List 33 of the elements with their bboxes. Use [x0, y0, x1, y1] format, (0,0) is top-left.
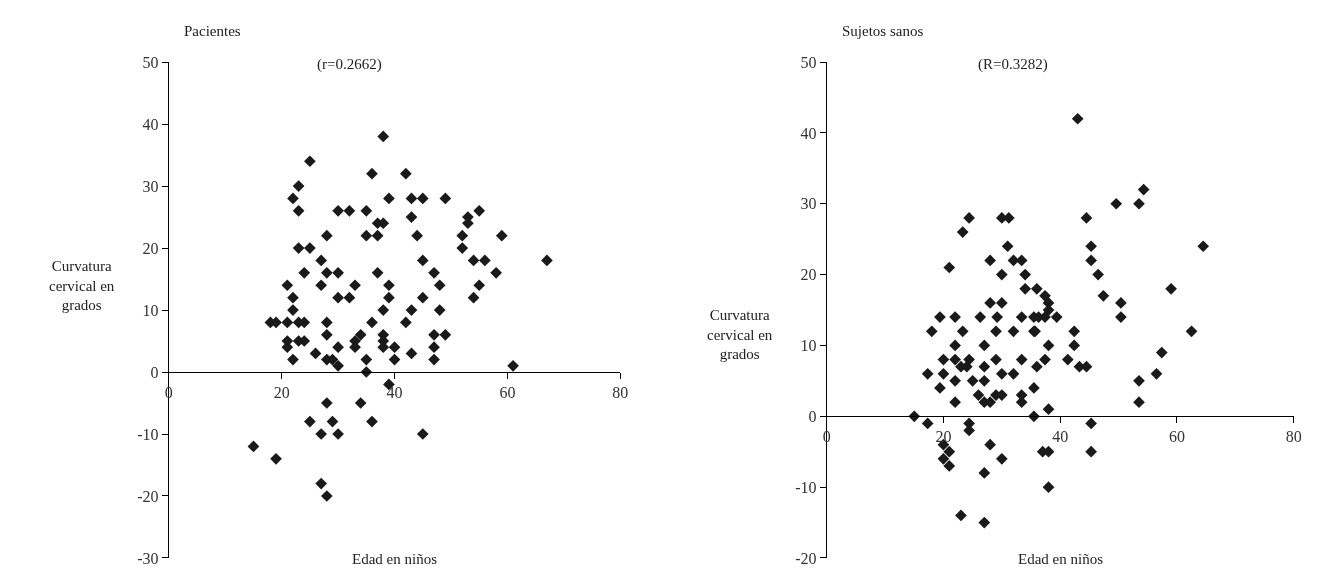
chart-title: Pacientes [184, 23, 241, 39]
y-tick-label: 10 [142, 301, 159, 319]
x-tick-label: 40 [1052, 428, 1069, 446]
y-tick-label: 50 [800, 53, 817, 71]
x-tick-label: 60 [1168, 428, 1185, 446]
x-tick-label: 40 [386, 384, 403, 402]
y-tick-label: 40 [142, 115, 159, 133]
chart-title: Sujetos sanos [842, 23, 924, 39]
x-tick-label: 80 [612, 384, 629, 402]
y-tick-label: 30 [800, 195, 817, 213]
y-tick-label: 10 [800, 337, 817, 355]
x-tick-label: 20 [273, 384, 290, 402]
y-tick-label: 0 [808, 407, 817, 425]
y-axis-title: Curvatura cervical en grados [707, 307, 773, 362]
y-tick-label: -10 [137, 425, 159, 443]
x-axis-title: Edad en niños [1018, 551, 1104, 567]
y-tick-label: -30 [137, 549, 159, 567]
x-tick-label: 60 [499, 384, 516, 402]
y-tick-label: 0 [150, 363, 159, 381]
chart-subtitle: (r=0.2662) [317, 56, 382, 73]
y-axis-title: Curvatura cervical en grados [49, 258, 115, 313]
y-tick-label: 20 [800, 266, 817, 284]
y-tick-label: 30 [142, 177, 159, 195]
y-tick-label: -20 [795, 549, 817, 567]
x-tick-label: 80 [1285, 428, 1302, 446]
y-tick-label: 20 [142, 239, 159, 257]
chart-subtitle: (R=0.3282) [978, 56, 1048, 73]
x-tick-label: 20 [935, 428, 952, 446]
y-tick-label: -20 [137, 487, 159, 505]
y-tick-label: 40 [800, 124, 817, 142]
y-tick-label: 50 [142, 53, 159, 71]
y-tick-label: -10 [795, 478, 817, 496]
x-axis-title: Edad en niños [352, 551, 438, 567]
